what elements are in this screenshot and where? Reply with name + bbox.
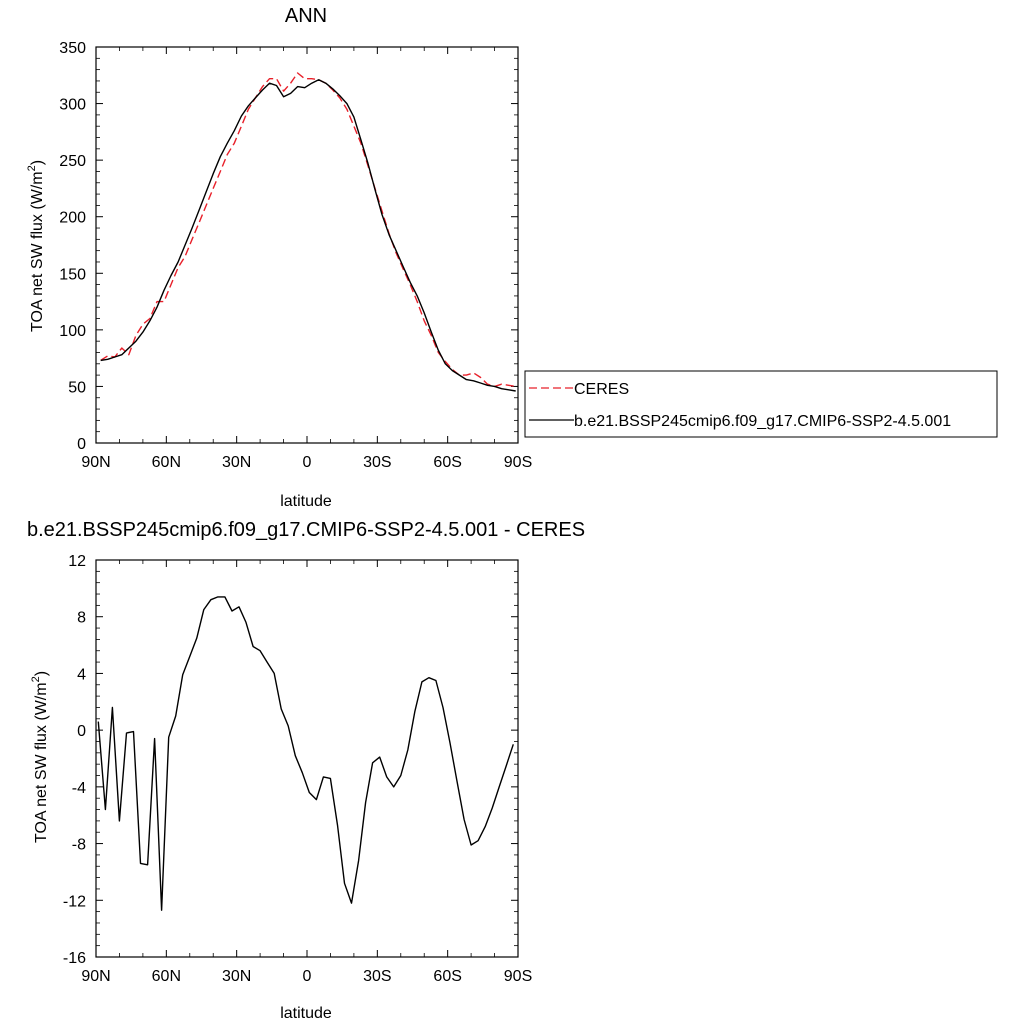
x-tick-label: 60N (152, 968, 181, 985)
axis-ticks-bottom (95, 559, 519, 958)
y-tick-label: 300 (59, 97, 86, 114)
y-axis-title-bottom: TOA net SW flux (W/m2) (30, 671, 50, 843)
series-line-model (100, 79, 516, 392)
series-line-model (97, 596, 514, 911)
legend: CERES b.e21.BSSP245cmip6.f09_g17.CMIP6-S… (524, 370, 998, 438)
panel-top-zonal-mean: ANN 0 50 100 150 200 250 300 350 90N 60N 30N 0 30S 6… (26, 5, 532, 510)
x-tick-label: 30S (363, 968, 391, 985)
x-axis-title-top: latitude (280, 493, 332, 510)
x-axis-title-bottom: latitude (280, 1005, 332, 1022)
y-tick-label: 150 (59, 266, 86, 283)
x-tick-labels-bottom: 90N 60N 30N 0 30S 60S 90S (81, 968, 532, 985)
series-group-bottom (97, 596, 514, 911)
y-tick-label: 4 (77, 666, 86, 683)
y-tick-label: -12 (63, 893, 86, 910)
plot-frame-bottom (95, 559, 519, 958)
x-tick-label: 30S (363, 454, 391, 471)
y-tick-labels-bottom: -16 -12 -8 -4 0 4 8 12 (63, 553, 86, 967)
y-tick-label: -4 (72, 780, 86, 797)
legend-label-model: b.e21.BSSP245cmip6.f09_g17.CMIP6-SSP2-4.… (574, 413, 951, 430)
y-tick-label: 50 (68, 379, 86, 396)
y-tick-label: 0 (77, 436, 86, 453)
y-tick-label: 8 (77, 610, 86, 627)
legend-label-ceres: CERES (574, 381, 629, 398)
x-tick-label: 60S (433, 454, 461, 471)
x-tick-label: 60S (433, 968, 461, 985)
y-axis-title-top: TOA net SW flux (W/m2) (26, 160, 46, 332)
axis-ticks-top (95, 46, 519, 444)
y-tick-label: 200 (59, 210, 86, 227)
x-tick-label: 0 (303, 968, 312, 985)
chart-title-top: ANN (285, 5, 327, 27)
y-tick-label: 350 (59, 40, 86, 57)
y-tick-labels-top: 0 50 100 150 200 250 300 350 (59, 40, 86, 453)
y-tick-label: 12 (68, 553, 86, 570)
legend-box (524, 370, 998, 438)
x-tick-label: 30N (222, 454, 251, 471)
y-tick-label: 0 (77, 723, 86, 740)
y-tick-label: -8 (72, 837, 86, 854)
series-line-ceres (100, 72, 516, 388)
series-group-top (100, 72, 516, 392)
x-tick-label: 90N (81, 968, 110, 985)
x-tick-label: 30N (222, 968, 251, 985)
x-tick-label: 90S (504, 454, 532, 471)
y-tick-label: -16 (63, 950, 86, 967)
plot-frame-top (95, 46, 519, 444)
x-tick-label: 90N (81, 454, 110, 471)
x-tick-label: 90S (504, 968, 532, 985)
x-tick-label: 60N (152, 454, 181, 471)
chart-title-bottom: b.e21.BSSP245cmip6.f09_g17.CMIP6-SSP2-4.… (27, 519, 585, 541)
x-tick-labels-top: 90N 60N 30N 0 30S 60S 90S (81, 454, 532, 471)
panel-bottom-difference: b.e21.BSSP245cmip6.f09_g17.CMIP6-SSP2-4.… (27, 519, 585, 1022)
x-tick-label: 0 (303, 454, 312, 471)
y-tick-label: 100 (59, 323, 86, 340)
y-tick-label: 250 (59, 153, 86, 170)
